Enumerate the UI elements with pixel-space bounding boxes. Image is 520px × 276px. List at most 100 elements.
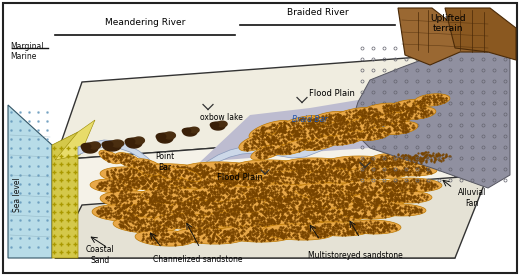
Polygon shape <box>92 205 148 221</box>
Polygon shape <box>183 162 267 178</box>
Polygon shape <box>384 191 432 203</box>
Polygon shape <box>327 156 397 170</box>
Polygon shape <box>217 121 227 127</box>
Polygon shape <box>329 131 368 145</box>
Polygon shape <box>55 175 488 258</box>
Polygon shape <box>400 107 436 119</box>
Polygon shape <box>55 120 95 160</box>
Polygon shape <box>264 197 336 213</box>
Polygon shape <box>157 133 173 143</box>
Text: Coastal
Sand: Coastal Sand <box>86 245 114 265</box>
Text: Uplifted
terrain: Uplifted terrain <box>430 14 466 33</box>
Polygon shape <box>111 140 124 147</box>
Polygon shape <box>99 150 121 164</box>
Polygon shape <box>348 167 408 179</box>
Polygon shape <box>275 116 321 134</box>
Polygon shape <box>164 132 175 139</box>
Polygon shape <box>330 108 376 124</box>
Polygon shape <box>133 137 145 144</box>
Polygon shape <box>175 168 201 182</box>
Polygon shape <box>133 159 163 175</box>
Polygon shape <box>345 220 401 234</box>
Polygon shape <box>8 105 52 258</box>
Polygon shape <box>113 217 177 233</box>
Text: oxbow lake: oxbow lake <box>200 113 243 123</box>
Polygon shape <box>239 133 277 151</box>
Text: Flood Plain: Flood Plain <box>309 89 355 99</box>
Polygon shape <box>214 173 290 187</box>
Polygon shape <box>250 210 326 226</box>
Polygon shape <box>291 124 333 142</box>
Polygon shape <box>183 128 197 136</box>
Polygon shape <box>115 153 141 167</box>
Text: Braided River: Braided River <box>287 8 349 17</box>
Polygon shape <box>382 178 442 192</box>
Polygon shape <box>243 184 327 202</box>
Polygon shape <box>78 92 465 182</box>
Polygon shape <box>102 142 113 147</box>
Polygon shape <box>445 8 516 60</box>
Polygon shape <box>100 167 160 183</box>
Polygon shape <box>137 164 213 180</box>
Polygon shape <box>103 141 121 151</box>
Polygon shape <box>126 203 198 219</box>
Text: Multistoreyed sandstone: Multistoreyed sandstone <box>308 251 402 259</box>
Polygon shape <box>405 151 455 163</box>
Polygon shape <box>262 224 334 240</box>
Polygon shape <box>249 121 291 139</box>
Polygon shape <box>81 144 91 150</box>
Polygon shape <box>90 179 140 193</box>
Polygon shape <box>174 228 246 244</box>
Polygon shape <box>189 127 199 133</box>
Polygon shape <box>374 204 426 216</box>
Text: Meandering River: Meandering River <box>105 18 185 27</box>
Polygon shape <box>170 201 250 217</box>
Polygon shape <box>338 205 398 219</box>
Text: Marginal
Marine: Marginal Marine <box>10 42 44 61</box>
Polygon shape <box>350 36 510 188</box>
Polygon shape <box>358 103 401 119</box>
Polygon shape <box>191 186 279 204</box>
Polygon shape <box>123 177 193 191</box>
Polygon shape <box>307 169 373 183</box>
Polygon shape <box>303 136 342 151</box>
Polygon shape <box>356 127 392 141</box>
Polygon shape <box>347 116 387 132</box>
Polygon shape <box>154 214 230 230</box>
Polygon shape <box>154 164 182 180</box>
Polygon shape <box>373 112 413 126</box>
Polygon shape <box>298 208 366 222</box>
Polygon shape <box>3 3 517 273</box>
Polygon shape <box>264 128 306 146</box>
Polygon shape <box>294 183 370 199</box>
Polygon shape <box>55 52 488 160</box>
Polygon shape <box>340 180 410 196</box>
Polygon shape <box>100 191 170 209</box>
Polygon shape <box>217 199 293 215</box>
Polygon shape <box>387 164 437 176</box>
Polygon shape <box>282 158 358 174</box>
Polygon shape <box>82 143 98 153</box>
Polygon shape <box>140 188 224 206</box>
Polygon shape <box>276 139 314 155</box>
Polygon shape <box>217 226 293 242</box>
Text: Point
Bar: Point Bar <box>155 152 175 172</box>
Polygon shape <box>52 132 78 258</box>
Polygon shape <box>89 142 100 149</box>
Text: Flood Plain: Flood Plain <box>217 174 263 182</box>
Polygon shape <box>156 134 166 139</box>
Polygon shape <box>370 153 430 167</box>
Text: Channelized sandstone: Channelized sandstone <box>153 256 243 264</box>
Polygon shape <box>202 212 282 228</box>
Text: Sea level: Sea level <box>14 178 22 212</box>
Polygon shape <box>382 121 418 134</box>
Polygon shape <box>318 120 361 136</box>
Polygon shape <box>165 175 245 189</box>
Polygon shape <box>55 130 455 258</box>
Polygon shape <box>135 230 195 246</box>
Polygon shape <box>183 128 191 133</box>
Polygon shape <box>414 94 450 106</box>
Text: Braid Bar: Braid Bar <box>292 115 328 124</box>
Polygon shape <box>235 160 315 176</box>
Polygon shape <box>251 144 285 160</box>
